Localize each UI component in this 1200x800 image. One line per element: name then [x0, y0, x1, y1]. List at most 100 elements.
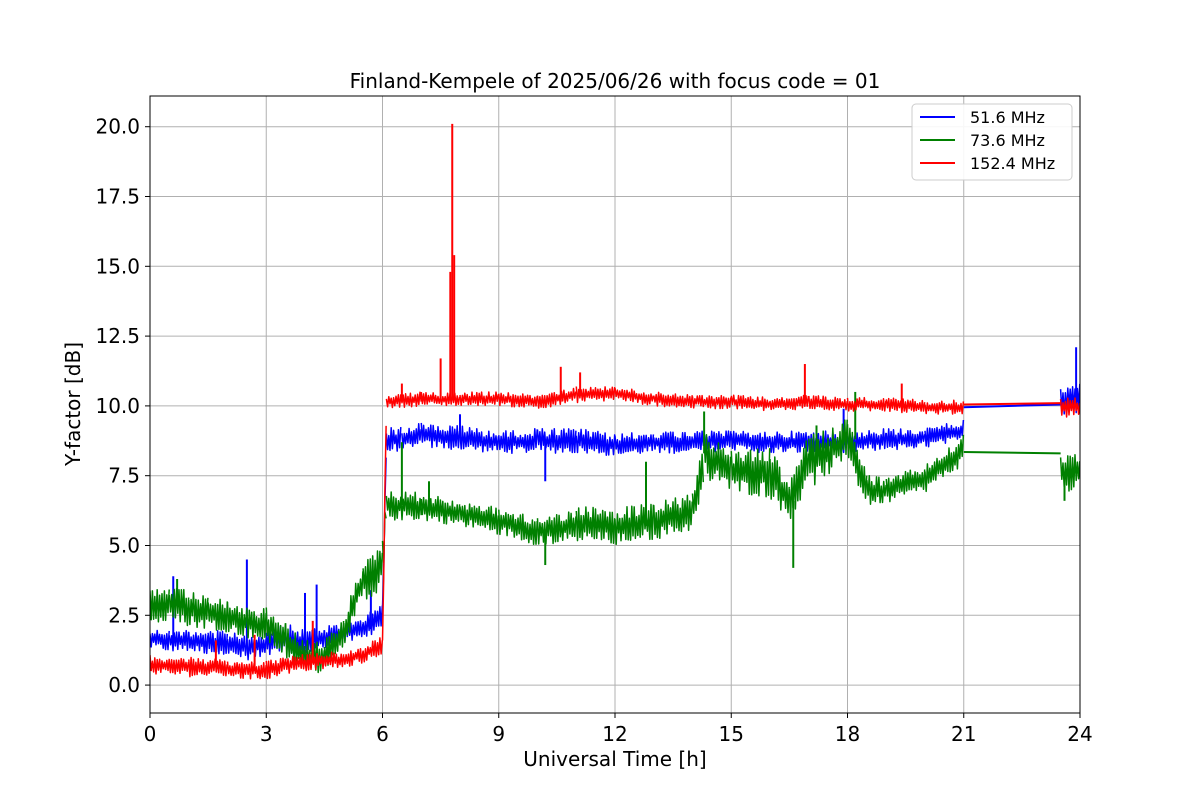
series-band-segment: [459, 425, 500, 453]
y-tick-label: 17.5: [95, 185, 140, 209]
x-tick-label: 6: [376, 722, 389, 746]
series-band-segment: [924, 399, 965, 415]
series-band-segment: [1059, 454, 1080, 492]
series-band-segment: [653, 431, 693, 455]
series-band-segment: [385, 391, 422, 409]
y-tick-label: 20.0: [95, 115, 140, 139]
series-band-segment: [362, 605, 384, 637]
series-band-segment: [207, 630, 229, 655]
series-gap-line: [963, 402, 1061, 406]
series-band-segment: [246, 661, 267, 680]
series-band-segment: [691, 430, 732, 453]
series-band-segment: [885, 397, 926, 414]
x-axis-ticks: 0 3 6 9 12 15 18 21 24: [144, 713, 1093, 746]
series-band-segment: [323, 651, 345, 669]
legend-label: 51.6 MHz: [970, 108, 1045, 127]
y-tick-label: 2.5: [108, 603, 140, 627]
y-tick-label: 10.0: [95, 394, 140, 418]
x-tick-label: 24: [1067, 722, 1092, 746]
series-band-segment: [536, 511, 577, 545]
series-band-segment: [207, 598, 229, 633]
series-band-segment: [226, 601, 248, 637]
legend: 51.6 MHz 73.6 MHz 152.4 MHz: [911, 103, 1073, 181]
series-band-segment: [808, 395, 848, 412]
series-band-segment: [385, 491, 422, 521]
series-band-segment: [246, 607, 267, 640]
series-band-segment: [924, 419, 965, 448]
series-band-segment: [769, 430, 810, 454]
series-band-segment: [536, 427, 577, 454]
series-band-segment: [168, 588, 190, 627]
y-tick-label: 15.0: [95, 254, 140, 278]
series-band-segment: [226, 632, 248, 658]
series-band-segment: [323, 620, 345, 667]
series-band-segment: [150, 588, 170, 623]
series-band-segment: [924, 434, 965, 493]
series-band-segment: [150, 655, 190, 675]
series-band-segment: [703, 434, 732, 489]
series-band-segment: [284, 654, 306, 674]
series-band-segment: [362, 637, 384, 663]
series-band-segment: [343, 571, 364, 644]
series-band-segment: [246, 636, 267, 661]
series-band-segment: [846, 396, 887, 412]
series-band-segment: [401, 423, 422, 449]
y-axis-label: Y-factor [dB]: [61, 342, 85, 467]
series-band-segment: [459, 391, 500, 407]
series-band-segment: [385, 426, 402, 452]
series-band-segment: [653, 494, 693, 540]
legend-box: [911, 103, 1073, 181]
series-band-segment: [653, 391, 693, 409]
series-band-segment: [788, 440, 810, 520]
x-tick-label: 18: [835, 722, 860, 746]
series-band-segment: [536, 387, 577, 409]
series-gap-line: [963, 403, 1061, 409]
series-layer: [150, 123, 1080, 680]
series-band-segment: [265, 657, 287, 680]
series-band-segment: [575, 506, 616, 544]
series-band-segment: [188, 592, 209, 629]
series-gap-line: [963, 450, 1061, 455]
x-tick-label: 21: [951, 722, 976, 746]
series-band-segment: [769, 394, 810, 411]
series-73-6-mhz: [150, 391, 1080, 674]
series-band-segment: [808, 419, 848, 486]
series-band-segment: [730, 430, 771, 454]
series-band-segment: [575, 386, 616, 404]
x-axis-label: Universal Time [h]: [523, 747, 706, 771]
y-tick-label: 0.0: [108, 673, 140, 697]
series-band-segment: [265, 607, 287, 653]
y-tick-label: 7.5: [108, 464, 140, 488]
legend-label: 152.4 MHz: [970, 154, 1055, 173]
series-band-segment: [188, 632, 209, 655]
series-band-segment: [188, 656, 228, 678]
series-band-segment: [498, 392, 538, 408]
series-band-segment: [730, 448, 771, 498]
series-band-segment: [691, 453, 705, 514]
x-tick-label: 3: [260, 722, 273, 746]
y-axis-ticks: 0.0 2.5 5.0 7.5 10.0 12.5 15.0 17.5 20.0: [95, 115, 150, 697]
chart-title: Finland-Kempele of 2025/06/26 with focus…: [350, 69, 881, 93]
x-tick-label: 12: [602, 722, 627, 746]
series-band-segment: [885, 469, 926, 503]
series-band-segment: [730, 394, 771, 412]
series-band-segment: [691, 394, 732, 410]
series-band-segment: [459, 503, 500, 535]
series-band-segment: [1059, 397, 1080, 418]
y-tick-label: 12.5: [95, 324, 140, 348]
series-band-segment: [614, 503, 655, 546]
x-tick-label: 9: [492, 722, 505, 746]
x-tick-label: 0: [144, 722, 157, 746]
grid-lines: [149, 96, 1081, 713]
series-band-segment: [226, 661, 248, 679]
series-band-segment: [769, 456, 790, 514]
series-band-segment: [304, 652, 325, 672]
x-tick-label: 15: [719, 722, 744, 746]
legend-label: 73.6 MHz: [970, 131, 1045, 150]
y-tick-label: 5.0: [108, 533, 140, 557]
series-band-segment: [498, 509, 538, 546]
series-band-segment: [614, 387, 655, 406]
series-152-4-mhz: [150, 123, 1080, 680]
series-band-segment: [381, 425, 387, 641]
